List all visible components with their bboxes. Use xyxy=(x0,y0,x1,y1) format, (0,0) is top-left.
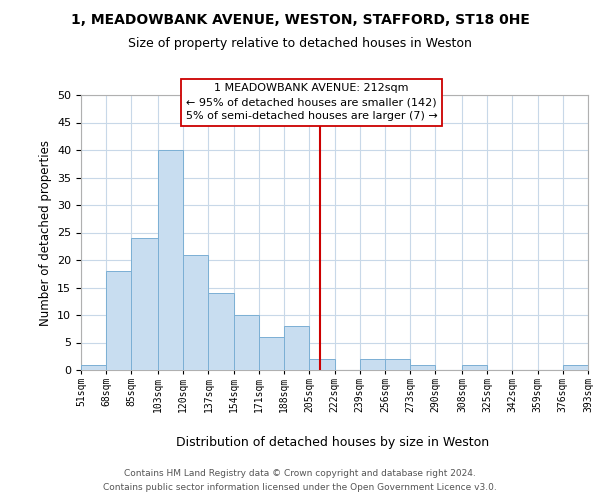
Text: Distribution of detached houses by size in Weston: Distribution of detached houses by size … xyxy=(176,436,490,449)
Bar xyxy=(410,364,436,370)
Bar xyxy=(385,359,410,370)
Bar xyxy=(208,293,233,370)
Bar xyxy=(81,364,106,370)
Text: 1 MEADOWBANK AVENUE: 212sqm
← 95% of detached houses are smaller (142)
5% of sem: 1 MEADOWBANK AVENUE: 212sqm ← 95% of det… xyxy=(185,84,437,122)
Bar xyxy=(284,326,309,370)
Text: Size of property relative to detached houses in Weston: Size of property relative to detached ho… xyxy=(128,38,472,51)
Y-axis label: Number of detached properties: Number of detached properties xyxy=(38,140,52,326)
Bar xyxy=(183,254,208,370)
Bar xyxy=(259,337,284,370)
Text: Contains public sector information licensed under the Open Government Licence v3: Contains public sector information licen… xyxy=(103,483,497,492)
Bar xyxy=(131,238,158,370)
Bar xyxy=(309,359,335,370)
Bar xyxy=(462,364,487,370)
Bar xyxy=(360,359,385,370)
Text: Contains HM Land Registry data © Crown copyright and database right 2024.: Contains HM Land Registry data © Crown c… xyxy=(124,470,476,478)
Bar xyxy=(233,315,259,370)
Bar xyxy=(106,271,131,370)
Bar xyxy=(158,150,183,370)
Bar xyxy=(563,364,588,370)
Text: 1, MEADOWBANK AVENUE, WESTON, STAFFORD, ST18 0HE: 1, MEADOWBANK AVENUE, WESTON, STAFFORD, … xyxy=(71,12,529,26)
